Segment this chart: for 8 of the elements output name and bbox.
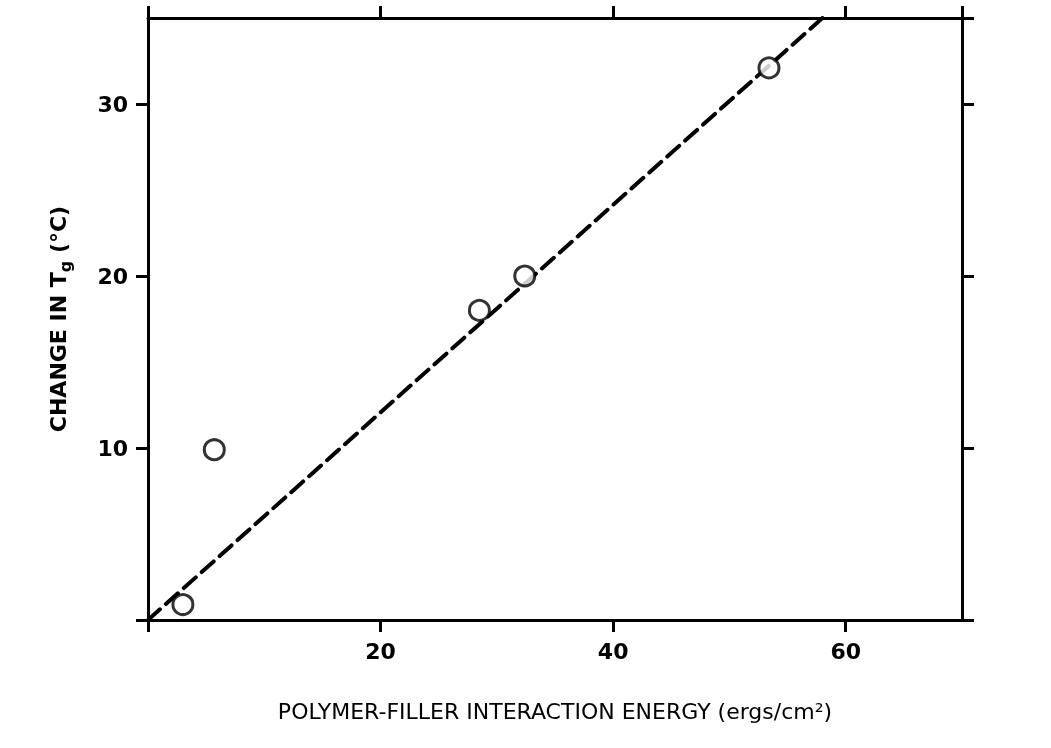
- x-tick-label: 20: [365, 638, 396, 664]
- y-tick-label: 10: [97, 435, 128, 461]
- x-tick-label: 60: [830, 638, 862, 664]
- x-tick-label: 40: [597, 638, 629, 664]
- y-axis-title: CHANGE IN Tg (°C): [45, 205, 75, 433]
- y-tick-label: 20: [97, 263, 128, 289]
- y-tick-label: 30: [97, 91, 128, 117]
- x-axis-title: POLYMER-FILLER INTERACTION ENERGY (ergs/cm²): [277, 698, 833, 724]
